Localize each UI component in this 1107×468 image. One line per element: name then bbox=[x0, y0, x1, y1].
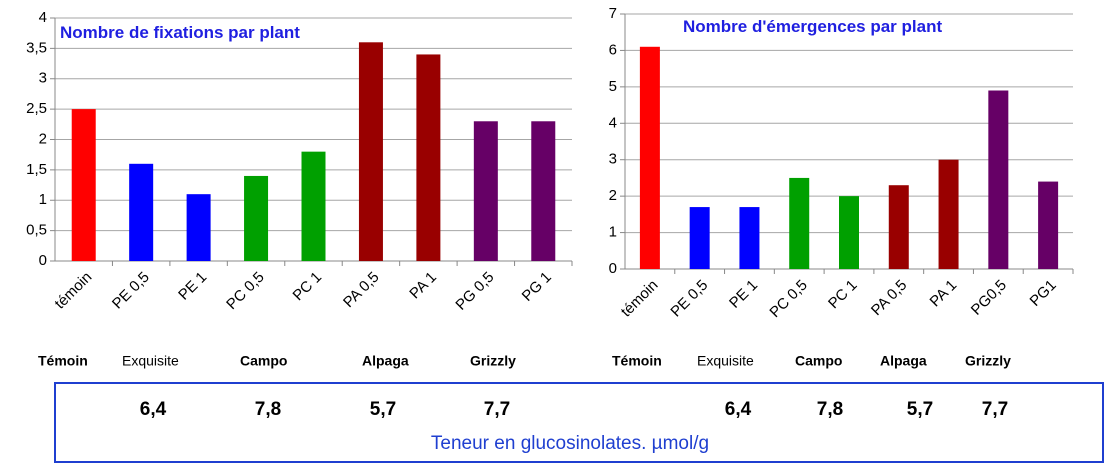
x-tick-label: PA 0,5 bbox=[340, 269, 382, 311]
bar bbox=[473, 121, 498, 262]
chart-title: Nombre d'émergences par plant bbox=[683, 17, 943, 36]
x-tick-label: PC 0,5 bbox=[766, 277, 810, 321]
y-tick-label: 0 bbox=[609, 260, 617, 277]
legend-label: Grizzly bbox=[965, 353, 1011, 369]
chart-title-box: Nombre de fixations par plant bbox=[60, 23, 300, 42]
y-tick-label: 2 bbox=[39, 130, 47, 147]
y-tick-label: 2,5 bbox=[26, 100, 47, 117]
bar bbox=[416, 54, 441, 262]
chart-title: Nombre de fixations par plant bbox=[60, 23, 300, 42]
legend-label: Alpaga bbox=[362, 353, 409, 369]
y-tick-label: 4 bbox=[609, 114, 617, 131]
x-tick-label: PC 1 bbox=[290, 269, 326, 305]
y-tick-label: 1 bbox=[609, 224, 617, 241]
bar bbox=[531, 121, 556, 262]
y-tick-label: 1 bbox=[39, 191, 47, 208]
legend-label: Campo bbox=[795, 353, 842, 369]
bar bbox=[689, 207, 710, 269]
legend-label: Témoin bbox=[612, 353, 662, 369]
bar bbox=[186, 194, 211, 261]
legend-label: Exquisite bbox=[697, 353, 754, 369]
bar bbox=[639, 46, 660, 270]
glucosinolate-value: 7,7 bbox=[484, 399, 510, 420]
legend-label: Alpaga bbox=[880, 353, 927, 369]
x-tick-label: PG1 bbox=[1027, 277, 1060, 310]
glucosinolate-box bbox=[54, 382, 1104, 463]
legend-label: Grizzly bbox=[470, 353, 516, 369]
x-tick-label: PE 1 bbox=[726, 277, 761, 312]
y-tick-label: 3 bbox=[39, 70, 47, 87]
x-tick-label: PG0,5 bbox=[968, 277, 1010, 319]
bar bbox=[358, 42, 383, 261]
legend-label: Témoin bbox=[38, 353, 88, 369]
x-tick-label: PE 1 bbox=[175, 269, 210, 304]
legend-label: Exquisite bbox=[122, 353, 179, 369]
glucosinolate-value: 7,8 bbox=[817, 399, 843, 420]
x-tick-label: PE 0,5 bbox=[667, 277, 711, 321]
glucosinolate-value: 5,7 bbox=[907, 399, 933, 420]
bar bbox=[839, 196, 859, 269]
x-tick-label: PA 1 bbox=[927, 277, 961, 311]
glucosinolate-value: 6,4 bbox=[725, 399, 752, 420]
bar bbox=[129, 163, 154, 261]
x-tick-label: PE 0,5 bbox=[109, 269, 153, 313]
y-tick-label: 0 bbox=[39, 252, 47, 269]
x-tick-label: témoin bbox=[51, 269, 95, 313]
y-tick-label: 0,5 bbox=[26, 222, 47, 239]
x-tick-label: PG 0,5 bbox=[452, 269, 497, 314]
glucosinolate-value: 5,7 bbox=[370, 399, 396, 420]
bar bbox=[244, 175, 269, 261]
y-tick-label: 3 bbox=[609, 151, 617, 168]
glucosinolate-value: 7,7 bbox=[982, 399, 1008, 420]
glucosinolate-value: 7,8 bbox=[255, 399, 281, 420]
bar bbox=[938, 159, 959, 269]
caption: Teneur en glucosinolates. µmol/g bbox=[431, 433, 709, 454]
y-tick-label: 4 bbox=[39, 9, 47, 26]
y-tick-label: 6 bbox=[609, 41, 617, 58]
x-tick-label: PA 0,5 bbox=[868, 277, 910, 319]
bar bbox=[888, 185, 909, 269]
bar bbox=[789, 177, 810, 269]
bar bbox=[71, 109, 96, 261]
bar bbox=[301, 151, 326, 261]
bar bbox=[739, 207, 760, 269]
glucosinolate-value: 6,4 bbox=[140, 399, 167, 420]
y-tick-label: 2 bbox=[609, 187, 617, 204]
y-tick-label: 1,5 bbox=[26, 161, 47, 178]
y-tick-label: 3,5 bbox=[26, 39, 47, 56]
legend-label: Campo bbox=[240, 353, 287, 369]
bar bbox=[988, 90, 1009, 269]
x-tick-label: PC 1 bbox=[825, 277, 861, 313]
x-tick-label: témoin bbox=[618, 277, 662, 321]
bar bbox=[1038, 181, 1059, 269]
x-tick-label: PG 1 bbox=[519, 269, 555, 305]
x-tick-label: PC 0,5 bbox=[223, 269, 267, 313]
x-tick-label: PA 1 bbox=[406, 269, 440, 303]
y-tick-label: 7 bbox=[609, 5, 617, 22]
y-tick-label: 5 bbox=[609, 78, 617, 95]
chart-title-box: Nombre d'émergences par plant bbox=[683, 17, 943, 36]
